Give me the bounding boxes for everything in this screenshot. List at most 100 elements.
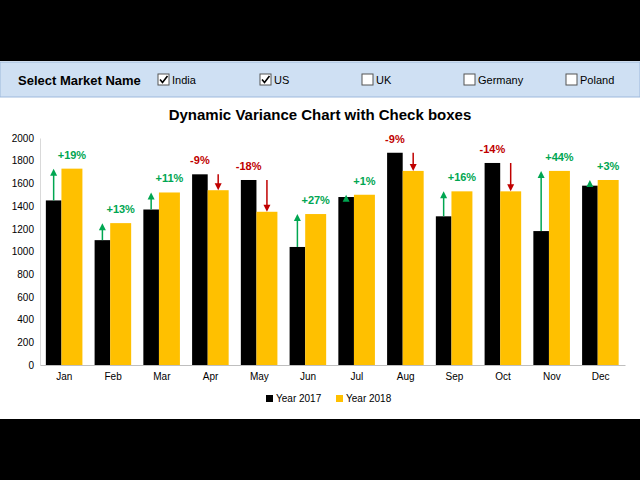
bar-series (61, 169, 618, 365)
y-tick: 1400 (12, 201, 40, 212)
y-tick-label: 1400 (12, 201, 35, 212)
checkbox-check[interactable] (160, 76, 168, 83)
variance-labels: +19%+13%+11%-9%-18%+27%+1%-9%+16%-14%+44… (58, 133, 620, 215)
x-tick-label: Jun (300, 371, 316, 382)
checkbox[interactable]: Germany (464, 74, 524, 86)
variance-arrow (297, 219, 299, 247)
checkbox-box[interactable] (362, 74, 373, 85)
letterbox (0, 0, 640, 480)
x-tick: Jan (56, 365, 72, 382)
x-tick-label: Feb (105, 371, 123, 382)
legend: Year 2017 Year 2018 (266, 393, 392, 404)
bar (500, 191, 521, 365)
bar (436, 216, 452, 365)
checkbox[interactable]: UK (362, 74, 392, 86)
bar (159, 192, 180, 365)
variance-arrow-head (294, 214, 301, 221)
bar (403, 171, 424, 365)
x-axis: JanFebMarAprMayJunJulAugSepOctNovDec (41, 365, 626, 382)
bar (208, 190, 229, 365)
variance-arrow (53, 174, 55, 201)
y-tick-label: 2000 (12, 133, 35, 144)
checkbox-box[interactable] (158, 74, 169, 85)
variance-label: +16% (448, 171, 477, 183)
x-tick-label: Dec (592, 371, 610, 382)
variance-arrow-head (50, 169, 57, 176)
y-axis-line (40, 139, 41, 366)
y-tick-label: 400 (17, 314, 34, 325)
variance-label: +19% (58, 149, 87, 161)
x-tick: Oct (495, 365, 511, 382)
checkbox-label[interactable]: India (172, 74, 197, 86)
checkbox-label[interactable]: US (274, 74, 289, 86)
bar (143, 210, 159, 365)
chart-root: Select Market NameIndiaUSUKGermanyPoland… (0, 0, 640, 480)
bar (95, 240, 111, 365)
x-tick: Sep (445, 365, 463, 382)
checkbox-box[interactable] (566, 74, 577, 85)
bar (192, 174, 208, 365)
y-tick-label: 600 (17, 292, 34, 303)
bar (387, 153, 403, 365)
x-tick-label: Sep (445, 371, 463, 382)
y-tick-label: 1600 (12, 178, 35, 189)
variance-arrow (540, 176, 542, 231)
variance-arrow-head (440, 191, 447, 198)
variance-arrow-head (507, 184, 514, 191)
variance-arrow (443, 196, 445, 216)
variance-label: -9% (385, 133, 405, 145)
y-tick-label: 1800 (12, 155, 35, 166)
x-tick-label: Nov (543, 371, 561, 382)
bar (256, 212, 277, 365)
variance-arrow-head (99, 223, 106, 230)
y-tick: 1000 (12, 246, 40, 257)
legend-item: Year 2017 (266, 393, 322, 404)
header-band (0, 62, 640, 97)
checkbox-check[interactable] (262, 76, 270, 83)
x-tick: Nov (543, 365, 561, 382)
y-tick: 400 (17, 314, 40, 325)
bar (485, 163, 501, 365)
x-tick: Apr (203, 365, 219, 382)
variance-arrow-head (215, 183, 222, 190)
x-tick-label: Oct (495, 371, 511, 382)
y-tick: 2000 (12, 133, 40, 144)
x-tick-label: Apr (203, 371, 219, 382)
x-tick-label: Mar (153, 371, 171, 382)
checkbox-label[interactable]: Germany (478, 74, 524, 86)
variance-label: -9% (190, 154, 210, 166)
chart-title: Dynamic Variance Chart with Check boxes (169, 106, 472, 123)
bar (354, 195, 375, 365)
checkbox-box[interactable] (464, 74, 475, 85)
y-tick: 0 (28, 360, 40, 371)
bar (46, 200, 62, 365)
legend-label: Year 2018 (346, 393, 392, 404)
x-tick: Jun (300, 365, 316, 382)
bar (533, 231, 549, 365)
checkbox[interactable]: US (260, 74, 289, 86)
bar (290, 247, 306, 365)
legend-item: Year 2018 (336, 393, 392, 404)
x-tick-label: May (250, 371, 269, 382)
variance-label: +27% (301, 194, 330, 206)
x-tick-label: Jul (350, 371, 363, 382)
checkbox-label[interactable]: UK (376, 74, 392, 86)
checkbox[interactable]: Poland (566, 74, 614, 86)
bar-series (46, 153, 598, 365)
checkbox[interactable]: India (158, 74, 197, 86)
y-tick: 1600 (12, 178, 40, 189)
variance-label: +44% (545, 151, 574, 163)
x-tick: Jul (350, 365, 363, 382)
y-axis: 0200400600800100012001400160018002000 (12, 133, 41, 371)
variance-label: +3% (597, 160, 620, 172)
checkbox-label[interactable]: Poland (580, 74, 614, 86)
y-tick-label: 0 (28, 360, 34, 371)
legend-swatch (266, 395, 273, 402)
x-tick: May (250, 365, 269, 382)
bar (338, 197, 354, 365)
checkbox-box[interactable] (260, 74, 271, 85)
y-tick: 800 (17, 269, 40, 280)
y-tick-label: 800 (17, 269, 34, 280)
plot-area (46, 153, 619, 365)
variance-arrow-head (538, 171, 545, 178)
